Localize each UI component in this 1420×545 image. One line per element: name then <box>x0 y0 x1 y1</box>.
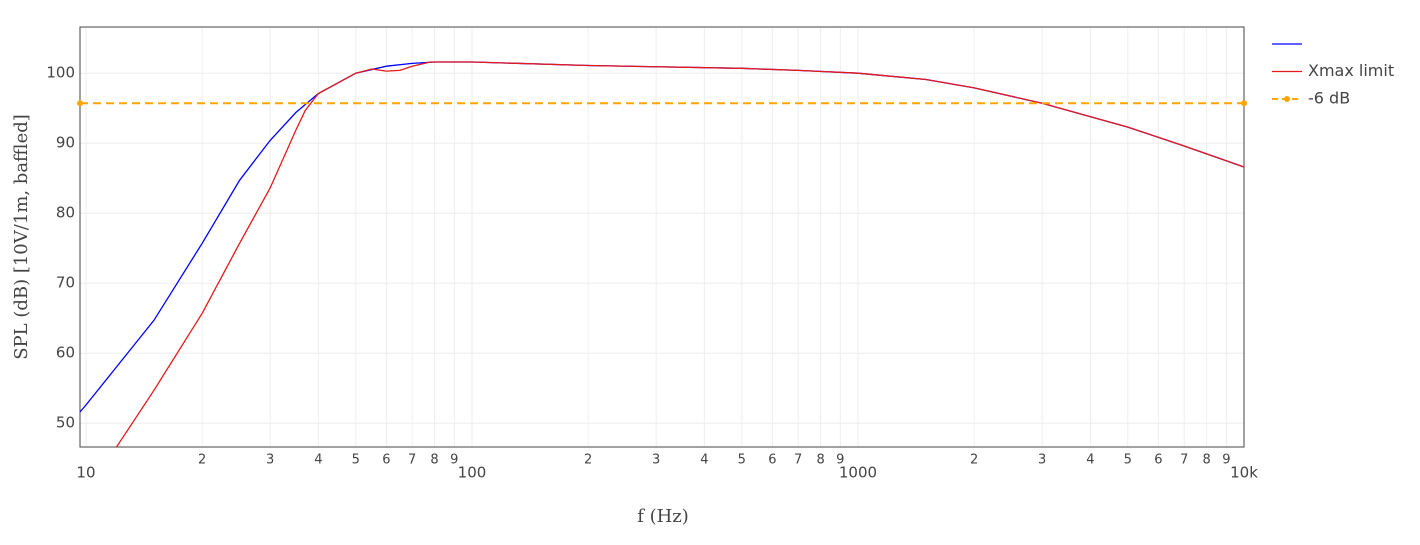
x-tick-label: 5 <box>352 453 360 468</box>
x-tick-label: 2 <box>970 453 978 468</box>
x-tick-label: 6 <box>768 453 776 468</box>
marker <box>77 100 83 107</box>
x-tick-label: 5 <box>1124 453 1132 468</box>
x-tick-label: 8 <box>1202 453 1210 468</box>
x-tick-label: 3 <box>652 453 660 468</box>
legend-marker <box>1284 96 1290 102</box>
x-tick-label: 9 <box>1222 453 1230 468</box>
x-tick-label: 2 <box>584 453 592 468</box>
x-tick-label: 4 <box>1086 453 1094 468</box>
x-tick-label: 7 <box>794 453 802 468</box>
x-tick-label: 9 <box>836 453 844 468</box>
x-tick-label: 8 <box>430 453 438 468</box>
x-axis-title: f (Hz) <box>637 506 689 527</box>
y-tick-label: 100 <box>46 64 75 82</box>
x-tick-label: 8 <box>816 453 824 468</box>
x-tick-label: 4 <box>314 453 322 468</box>
x-tick-label: 6 <box>1154 453 1162 468</box>
x-tick-label: 10 <box>76 464 95 482</box>
line <box>79 61 1245 413</box>
y-axis-title: SPL (dB) [10V/1m, baffled] <box>11 114 32 360</box>
x-tick-label: 100 <box>458 464 487 482</box>
plot-frame <box>79 26 1245 448</box>
x-tick-label: 3 <box>1038 453 1046 468</box>
x-tick-label: 2 <box>198 453 206 468</box>
x-tick-label: 1000 <box>839 464 877 482</box>
x-tick-label: 5 <box>738 453 746 468</box>
legend-label: -6 dB <box>1308 89 1350 108</box>
x-tick-label: 10k <box>1230 464 1258 482</box>
y-tick-label: 70 <box>56 274 75 292</box>
x-tick-label: 3 <box>266 453 274 468</box>
y-tick-label: 60 <box>56 344 75 362</box>
x-tick-label: 7 <box>1180 453 1188 468</box>
y-tick-label: 80 <box>56 204 75 222</box>
x-tick-label: 7 <box>408 453 416 468</box>
x-tick-label: 6 <box>382 453 390 468</box>
y-tick-label: 90 <box>56 134 75 152</box>
marker <box>1241 100 1247 107</box>
line <box>115 61 1245 448</box>
x-tick-label: 4 <box>700 453 708 468</box>
legend-label: Xmax limit <box>1308 61 1394 80</box>
x-tick-label: 9 <box>450 453 458 468</box>
y-tick-label: 50 <box>56 414 75 432</box>
